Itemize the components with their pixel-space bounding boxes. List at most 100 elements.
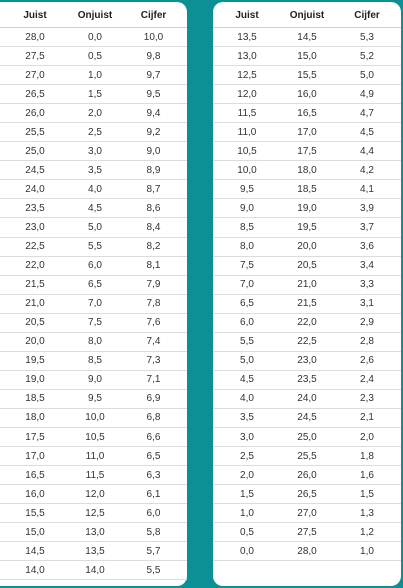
cell-cijfer: 3,9	[360, 202, 374, 214]
cell-onjuist: 5,5	[88, 241, 102, 253]
cell-onjuist: 18,0	[297, 164, 317, 176]
cell-onjuist: 10,5	[85, 431, 105, 443]
cell-juist: 26,0	[25, 107, 45, 119]
cell-juist: 24,0	[25, 183, 45, 195]
cell-cijfer: 8,9	[146, 164, 161, 176]
table-row: 17,5 10,5 6,6	[0, 428, 187, 448]
cell-cijfer: 6,1	[146, 488, 161, 500]
table-row: 23,0 5,0 8,4	[0, 218, 187, 238]
cell-cijfer: 2,6	[360, 355, 374, 367]
cell-cijfer: 9,7	[146, 69, 161, 81]
cell-juist: 6,0	[240, 317, 254, 329]
cell-cijfer: 9,0	[146, 145, 161, 157]
cell-juist: 27,5	[25, 50, 45, 62]
cell-onjuist: 12,0	[85, 488, 105, 500]
cell-cijfer: 3,7	[360, 221, 374, 233]
table-header-row: Juist Onjuist Cijfer	[0, 4, 187, 28]
cell-juist: 6,5	[240, 298, 254, 310]
cell-juist: 2,0	[240, 469, 254, 481]
table-row: 24,5 3,5 8,9	[0, 161, 187, 181]
table-row: 16,0 12,0 6,1	[0, 485, 187, 505]
cell-juist: 1,0	[240, 507, 254, 519]
cell-cijfer: 6,6	[146, 431, 161, 443]
cell-cijfer: 4,4	[360, 145, 374, 157]
cell-juist: 5,0	[240, 355, 254, 367]
cell-cijfer: 9,4	[146, 107, 161, 119]
cell-cijfer: 2,0	[360, 431, 374, 443]
table-row: 10,0 18,0 4,2	[213, 161, 401, 181]
table-row: 8,0 20,0 3,6	[213, 238, 401, 257]
table-row: 14,5 13,5 5,7	[0, 542, 187, 562]
cell-cijfer: 9,5	[146, 88, 161, 100]
cell-juist: 8,5	[240, 221, 254, 233]
cell-cijfer: 5,3	[360, 31, 374, 43]
cell-juist: 20,0	[25, 336, 45, 348]
cell-onjuist: 2,5	[88, 126, 102, 138]
table-row: 5,5 22,5 2,8	[213, 333, 401, 352]
cell-onjuist: 0,0	[88, 31, 102, 43]
cell-onjuist: 14,0	[85, 564, 105, 576]
cell-cijfer: 4,5	[360, 126, 374, 138]
cell-onjuist: 19,5	[297, 221, 317, 233]
cell-juist: 10,5	[237, 145, 257, 157]
cell-cijfer: 6,9	[146, 393, 161, 405]
cell-cijfer: 2,3	[360, 393, 374, 405]
cell-cijfer: 5,5	[146, 564, 161, 576]
table-row: 13,0 15,0 5,2	[213, 47, 401, 67]
cell-juist: 22,0	[25, 260, 45, 272]
table-row: 15,5 12,5 6,0	[0, 504, 187, 524]
cell-juist: 15,0	[25, 526, 45, 538]
cell-onjuist: 13,5	[85, 545, 105, 557]
table-row: 10,5 17,5 4,4	[213, 142, 401, 162]
cell-cijfer: 8,2	[146, 241, 161, 253]
cell-onjuist: 27,0	[297, 507, 317, 519]
cell-juist: 3,5	[240, 412, 254, 424]
cell-juist: 9,0	[240, 202, 254, 214]
table-row: 22,5 5,5 8,2	[0, 238, 187, 257]
table-row: 20,0 8,0 7,4	[0, 333, 187, 352]
cell-cijfer: 6,5	[146, 450, 161, 462]
cell-cijfer: 4,9	[360, 88, 374, 100]
table-row: 2,5 25,5 1,8	[213, 447, 401, 467]
table-row: 26,0 2,0 9,4	[0, 104, 187, 124]
cell-juist: 14,0	[25, 564, 45, 576]
cell-cijfer: 5,0	[360, 69, 374, 81]
cell-onjuist: 24,5	[297, 412, 317, 424]
cell-cijfer: 1,3	[360, 507, 374, 519]
cell-juist: 13,5	[237, 31, 257, 43]
cell-onjuist: 13,0	[85, 526, 105, 538]
cell-juist: 9,5	[240, 183, 254, 195]
table-row: 15,0 13,0 5,8	[0, 523, 187, 543]
table-row: 2,0 26,0 1,6	[213, 466, 401, 486]
cell-cijfer: 10,0	[143, 31, 164, 43]
cell-onjuist: 10,0	[85, 412, 105, 424]
cell-juist: 25,0	[25, 145, 45, 157]
table-row: 25,0 3,0 9,0	[0, 142, 187, 162]
cell-cijfer: 4,1	[360, 183, 374, 195]
cell-juist: 15,5	[25, 507, 45, 519]
cell-cijfer: 1,5	[360, 488, 374, 500]
cell-juist: 13,0	[237, 50, 257, 62]
cell-juist: 17,5	[25, 431, 45, 443]
cell-cijfer: 7,9	[146, 279, 161, 291]
cell-onjuist: 0,5	[88, 50, 102, 62]
table-row: 21,0 7,0 7,8	[0, 295, 187, 314]
cell-onjuist: 7,5	[88, 317, 102, 329]
table-row: 11,5 16,5 4,7	[213, 104, 401, 124]
cell-cijfer: 6,0	[146, 507, 161, 519]
cell-juist: 1,5	[240, 488, 254, 500]
cell-onjuist: 12,5	[85, 507, 105, 519]
cell-onjuist: 26,5	[297, 488, 317, 500]
cell-onjuist: 2,0	[88, 107, 102, 119]
cell-cijfer: 8,4	[146, 221, 161, 233]
cell-cijfer: 7,4	[146, 336, 161, 348]
table-row: 12,0 16,0 4,9	[213, 85, 401, 105]
cell-onjuist: 18,5	[297, 183, 317, 195]
cell-onjuist: 4,5	[88, 202, 102, 214]
cell-onjuist: 23,0	[297, 355, 317, 367]
cell-cijfer: 9,8	[146, 50, 161, 62]
cell-juist: 4,5	[240, 374, 254, 386]
cell-onjuist: 5,0	[88, 221, 102, 233]
cell-cijfer: 4,2	[360, 164, 374, 176]
cell-juist: 14,5	[25, 545, 45, 557]
